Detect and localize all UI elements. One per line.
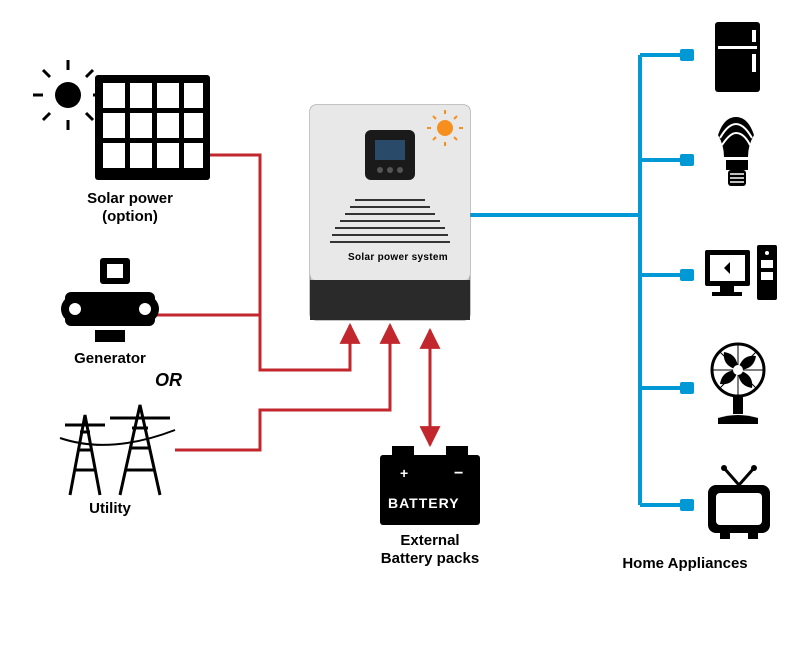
utility-icon	[60, 405, 175, 495]
generator-label: Generator	[60, 350, 160, 368]
battery-header: BATTERY	[388, 495, 460, 511]
svg-text:+: +	[400, 465, 408, 481]
utility-label: Utility	[70, 500, 150, 518]
generator-icon	[61, 258, 159, 342]
fridge-icon	[715, 22, 760, 92]
appliances-label: Home Appliances	[600, 555, 770, 573]
inverter-device	[310, 105, 470, 320]
bulb-icon	[718, 117, 754, 186]
battery-label: External Battery packs	[365, 532, 495, 568]
inverter-label: Solar power system	[348, 252, 448, 263]
solar-label: Solar power (option)	[60, 190, 200, 226]
output-lines	[470, 55, 685, 505]
plugs	[680, 49, 694, 511]
battery-icon: + −	[380, 446, 480, 525]
sun-icon	[33, 60, 103, 130]
svg-text:−: −	[454, 465, 463, 482]
or-label: OR	[155, 370, 182, 391]
computer-icon	[705, 245, 777, 300]
solar-panel-icon	[95, 75, 210, 180]
tv-icon	[708, 465, 770, 539]
fan-icon	[712, 344, 764, 424]
